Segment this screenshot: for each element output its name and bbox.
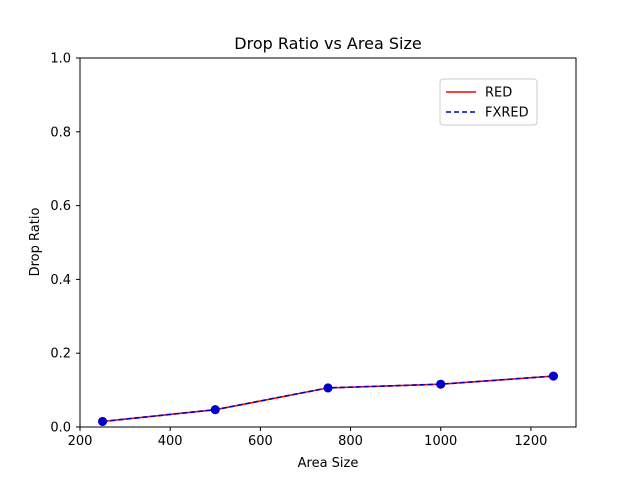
y-axis-ticks: 0.0 0.2 0.4 0.6 0.8 1.0 xyxy=(50,52,80,436)
data-point-fxred xyxy=(323,383,333,393)
y-tick-label: 0.6 xyxy=(50,199,71,214)
x-tick-label: 1000 xyxy=(424,434,457,449)
x-axis-label: Area Size xyxy=(298,456,359,471)
x-tick-label: 1200 xyxy=(514,434,547,449)
y-axis-label: Drop Ratio xyxy=(28,208,43,277)
data-point-fxred xyxy=(548,371,558,381)
x-tick-label: 800 xyxy=(338,434,363,449)
data-point-fxred xyxy=(98,416,108,426)
x-axis-ticks: 200 400 600 800 1000 1200 xyxy=(68,427,547,449)
x-tick-label: 600 xyxy=(248,434,273,449)
y-tick-label: 0.8 xyxy=(50,125,71,140)
data-point-fxred xyxy=(210,405,220,415)
x-tick-label: 200 xyxy=(68,434,93,449)
y-tick-label: 1.0 xyxy=(50,52,71,67)
chart-title: Drop Ratio vs Area Size xyxy=(234,34,421,53)
y-tick-label: 0.4 xyxy=(50,273,71,288)
legend-label-red: RED xyxy=(485,86,512,101)
y-tick-label: 0.2 xyxy=(50,347,71,362)
legend-box xyxy=(439,78,538,126)
series-layer xyxy=(98,371,558,426)
legend: RED FXRED xyxy=(439,78,538,126)
y-tick-label: 0.0 xyxy=(50,421,71,436)
x-tick-label: 400 xyxy=(158,434,183,449)
data-point-fxred xyxy=(436,379,446,389)
legend-label-fxred: FXRED xyxy=(485,106,529,121)
